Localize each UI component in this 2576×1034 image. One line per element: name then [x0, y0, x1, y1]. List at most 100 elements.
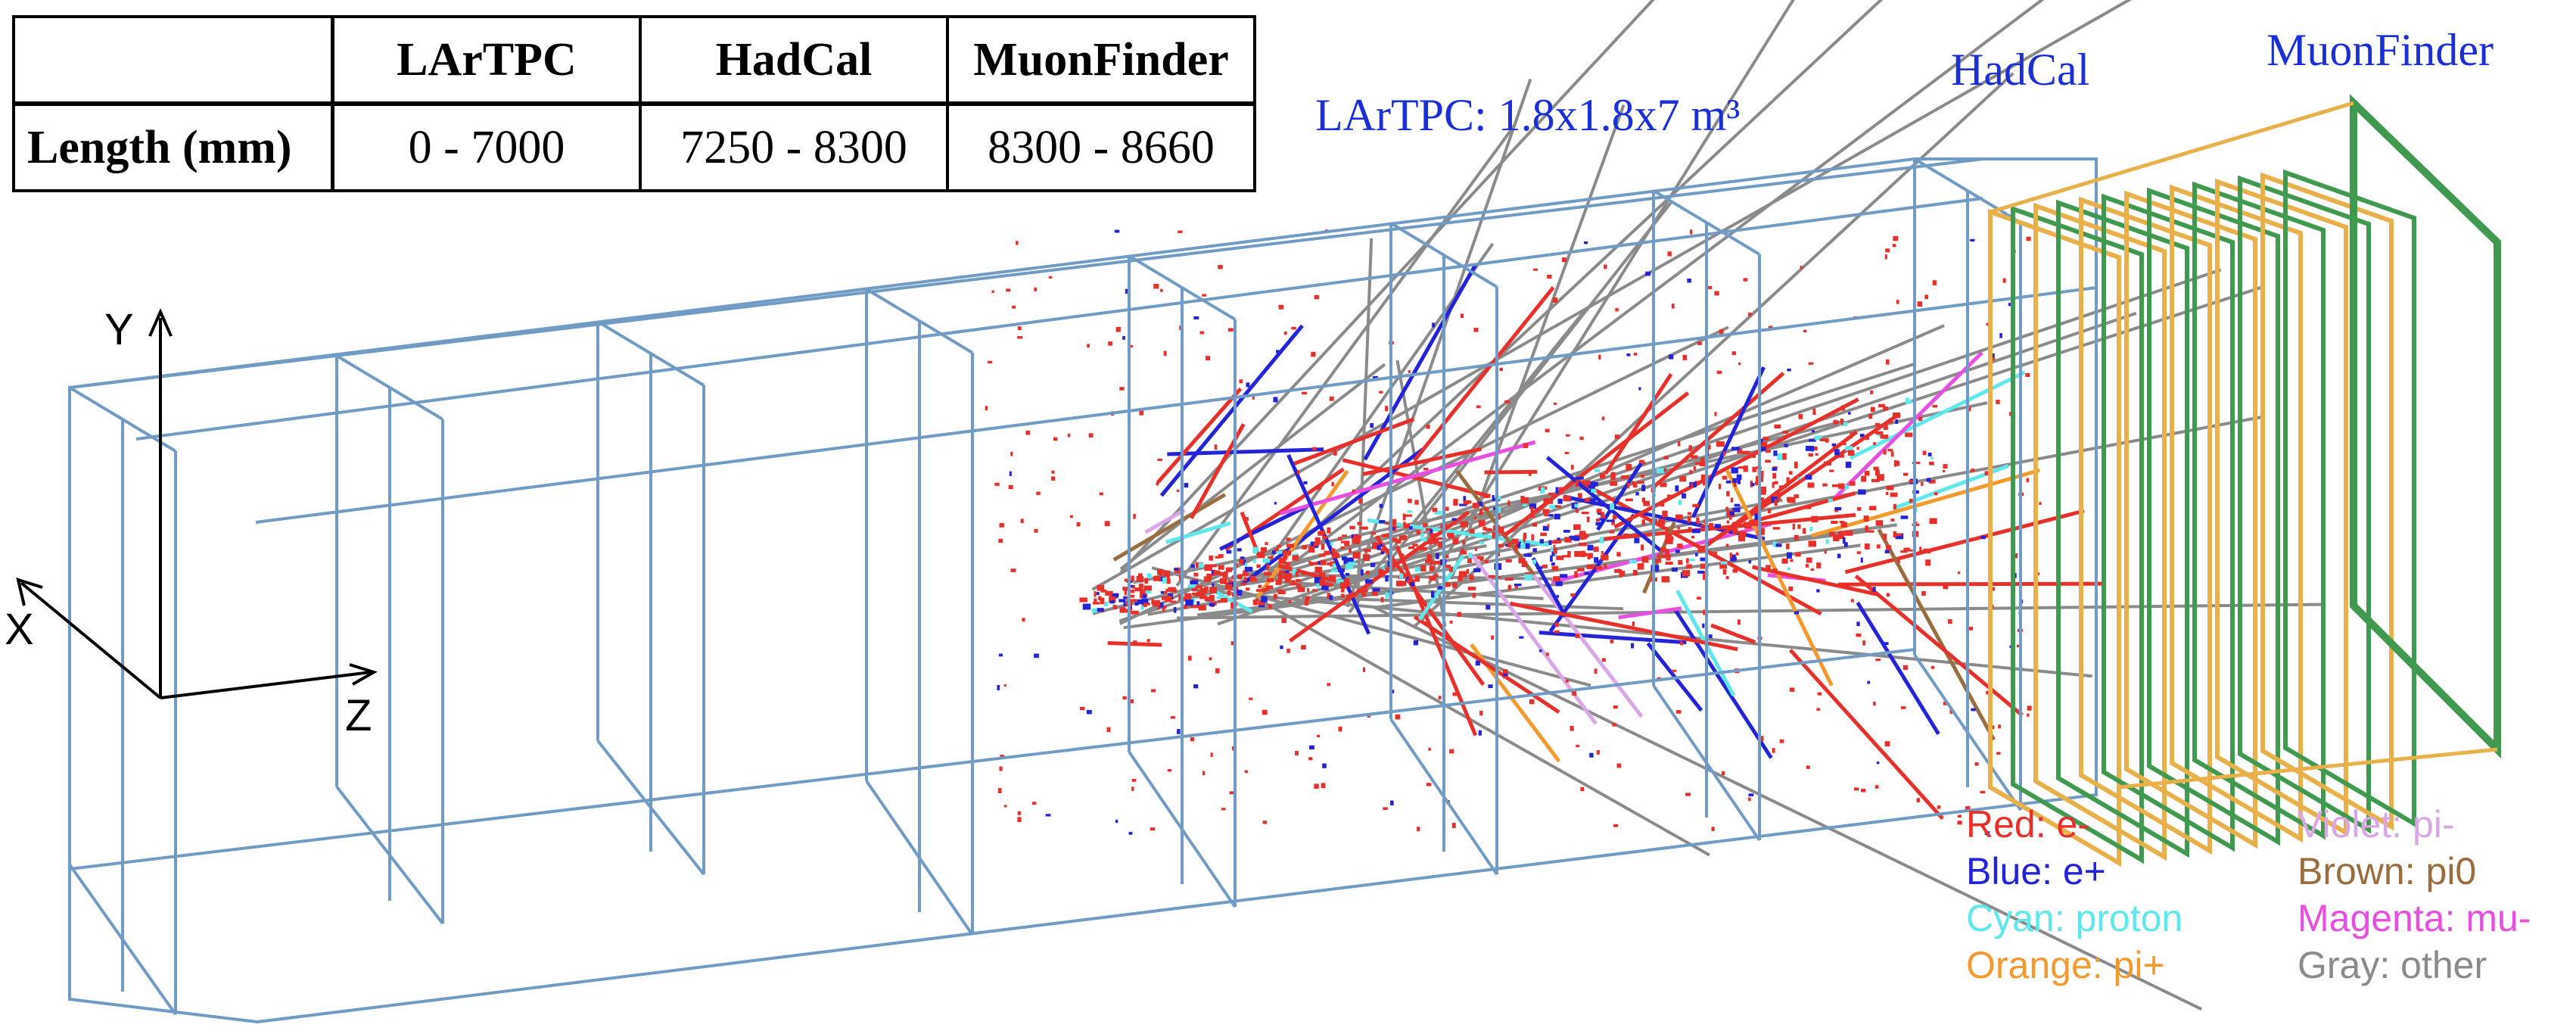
energy-deposit	[1092, 602, 1100, 605]
energy-deposit	[1220, 598, 1227, 603]
energy-deposit	[1716, 370, 1722, 374]
energy-deposit	[1370, 423, 1374, 428]
energy-deposit	[1467, 587, 1476, 590]
energy-deposit	[1902, 472, 1909, 476]
energy-deposit	[1458, 571, 1467, 578]
energy-deposit	[1631, 643, 1635, 649]
energy-deposit	[1612, 723, 1617, 727]
energy-deposit	[1921, 590, 1926, 596]
energy-deposit	[1547, 275, 1552, 279]
energy-deposit	[1696, 517, 1700, 523]
energy-deposit	[1779, 739, 1784, 743]
energy-deposit	[1341, 587, 1345, 593]
energy-deposit	[1499, 367, 1504, 371]
energy-deposit	[1586, 564, 1594, 569]
energy-deposit	[1521, 561, 1528, 568]
energy-deposit	[1715, 462, 1719, 469]
energy-deposit	[1574, 571, 1578, 578]
energy-deposit	[1594, 481, 1598, 487]
energy-deposit	[1671, 304, 1675, 309]
energy-deposit	[1726, 520, 1729, 524]
energy-deposit	[1890, 492, 1898, 497]
lartpc-inner-top-edge	[135, 197, 1983, 441]
energy-deposit	[1884, 550, 1890, 554]
energy-deposit	[1794, 611, 1800, 615]
energy-deposit	[1557, 498, 1563, 504]
energy-deposit	[1731, 351, 1737, 355]
energy-deposit	[1856, 551, 1861, 554]
energy-deposit	[1850, 431, 1853, 439]
energy-deposit	[1098, 596, 1102, 601]
energy-deposit	[1262, 558, 1271, 563]
energy-deposit	[1900, 515, 1909, 519]
energy-deposit	[1321, 783, 1326, 789]
energy-deposit	[1601, 550, 1604, 554]
energy-deposit	[1203, 576, 1212, 582]
energy-deposit	[1580, 786, 1585, 792]
energy-deposit	[1825, 438, 1829, 443]
energy-deposit	[1929, 518, 1937, 525]
energy-deposit	[1012, 305, 1016, 309]
energy-deposit	[1865, 525, 1868, 532]
energy-deposit	[1498, 513, 1501, 520]
lartpc-frame-line	[1128, 751, 1237, 908]
energy-deposit	[1312, 447, 1317, 451]
energy-deposit	[1112, 596, 1115, 603]
energy-deposit	[1808, 540, 1817, 547]
energy-deposit	[1426, 424, 1430, 429]
energy-deposit	[1604, 264, 1607, 269]
energy-deposit	[1532, 548, 1537, 553]
energy-deposit	[1157, 606, 1160, 610]
energy-deposit	[1032, 802, 1037, 805]
energy-deposit	[1364, 549, 1371, 553]
energy-deposit	[1190, 605, 1199, 609]
energy-deposit	[1292, 568, 1297, 575]
energy-deposit	[1482, 526, 1487, 531]
energy-deposit	[1156, 481, 1159, 486]
energy-deposit	[1816, 589, 1820, 593]
energy-deposit	[1317, 485, 1321, 491]
energy-deposit	[1883, 449, 1887, 455]
energy-deposit	[1759, 736, 1764, 742]
energy-deposit	[1808, 362, 1814, 365]
energy-deposit	[1897, 559, 1900, 563]
energy-deposit	[1996, 400, 2000, 404]
track-segment	[1510, 601, 1738, 652]
energy-deposit	[1452, 582, 1458, 588]
energy-deposit	[1870, 390, 1874, 394]
energy-deposit	[1174, 568, 1179, 571]
energy-deposit	[1587, 556, 1591, 559]
energy-deposit	[1807, 482, 1815, 488]
track-other	[1371, 605, 2203, 1011]
energy-deposit	[1317, 734, 1321, 738]
energy-deposit	[1050, 476, 1056, 481]
energy-deposit	[1610, 473, 1616, 481]
lartpc-label: LArTPC: 1.8x1.8x7 m³	[1315, 90, 1741, 140]
energy-deposit	[1140, 594, 1143, 599]
energy-deposit	[1017, 817, 1022, 822]
energy-deposit	[1376, 536, 1380, 539]
energy-deposit	[1420, 565, 1426, 572]
energy-deposit	[1227, 328, 1234, 332]
energy-deposit	[1601, 554, 1609, 561]
energy-deposit	[1732, 478, 1738, 483]
energy-deposit	[1340, 540, 1346, 543]
energy-deposit	[1453, 499, 1458, 506]
lartpc-top-edge	[69, 157, 1983, 389]
table-cell-muonfinder: 8300 - 8660	[946, 102, 1256, 192]
energy-deposit	[1462, 539, 1465, 545]
energy-deposit	[1237, 548, 1242, 552]
energy-deposit	[1691, 535, 1695, 539]
energy-deposit	[1722, 475, 1728, 480]
energy-deposit	[1697, 570, 1705, 574]
energy-deposit	[1585, 553, 1588, 556]
energy-deposit	[1626, 463, 1632, 471]
energy-deposit	[1484, 507, 1489, 511]
energy-deposit	[1828, 459, 1831, 466]
energy-deposit	[1859, 434, 1865, 438]
track-segment	[1618, 606, 1682, 620]
coordinate-axes	[16, 308, 378, 699]
energy-deposit	[1286, 537, 1291, 541]
energy-deposit	[1549, 504, 1558, 509]
energy-deposit	[1210, 752, 1213, 758]
